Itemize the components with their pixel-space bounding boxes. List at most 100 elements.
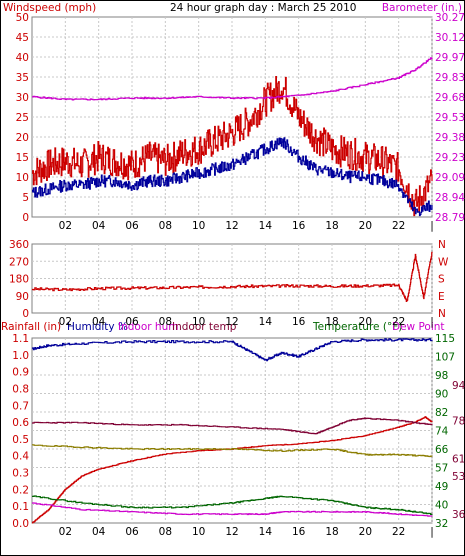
dir-y-tick: 0 [22, 308, 29, 320]
rain-y-tick: 1.1 [12, 333, 29, 345]
x-tick-label: 12 [225, 220, 238, 232]
legend-rainfall: Rainfall (in) [1, 321, 61, 333]
x-tick-label: 10 [192, 220, 205, 232]
x-tick-label: 02 [59, 316, 72, 328]
x-tick-label: 06 [125, 220, 139, 232]
series-wind-avg [32, 137, 433, 217]
legend-indoor-hum: Indoor hum [118, 321, 178, 333]
compass-tick: S [438, 274, 445, 286]
dir-y-tick: 270 [9, 256, 29, 268]
compass-tick: W [438, 256, 449, 268]
compass-tick: E [438, 291, 445, 303]
x-tick-label: 16 [292, 526, 306, 538]
baro-y-tick: 30.27 [435, 12, 465, 24]
rain-y-tick: 0.4 [12, 451, 29, 463]
dir-y-tick: 90 [16, 291, 29, 303]
wind-y-tick: 5 [22, 192, 29, 204]
legend-temperature: Temperature (°F) [312, 321, 402, 333]
x-tick-label: 04 [92, 316, 106, 328]
x-tick-label: | [430, 526, 434, 538]
baro-y-tick: 30.12 [435, 32, 465, 44]
x-tick-label: 22 [392, 526, 405, 538]
x-tick-label: 18 [325, 526, 338, 538]
rain-y-tick: 0.3 [12, 468, 29, 480]
rain-y-tick: 1.0 [12, 350, 29, 362]
x-tick-label: 20 [359, 316, 372, 328]
baro-y-tick: 29.97 [435, 52, 465, 64]
baro-y-tick: 29.09 [435, 172, 465, 184]
x-tick-label: 02 [59, 526, 72, 538]
series-temperature [32, 495, 433, 515]
rain-y-tick: 0.5 [12, 434, 29, 446]
temp-y-tick: 32 [435, 518, 448, 530]
dew-y-tick: 36 [452, 509, 465, 521]
x-tick-label: 08 [159, 526, 172, 538]
temp-y-tick: 98 [435, 370, 448, 382]
chart-title: 24 hour graph day : March 25 2010 [170, 2, 356, 14]
x-tick-label: | [430, 316, 434, 328]
x-tick-label: 20 [359, 526, 372, 538]
wind-y-tick: 40 [16, 52, 29, 64]
x-tick-label: 12 [225, 526, 238, 538]
series-wind-gust [32, 76, 433, 217]
series-indoor-hum [32, 444, 433, 458]
baro-y-tick: 29.83 [435, 72, 465, 84]
series-indoor-temp [32, 417, 433, 435]
x-tick-label: 02 [59, 220, 72, 232]
temp-y-tick: 115 [435, 333, 455, 345]
rain-y-tick: 0.1 [12, 501, 29, 513]
rain-y-tick: 0.6 [12, 417, 29, 429]
dew-y-tick: 61 [452, 453, 465, 465]
compass-tick: N [438, 239, 446, 251]
x-tick-label: 06 [125, 316, 139, 328]
x-tick-label: 12 [225, 316, 238, 328]
legend-humidity: Humidity % [67, 321, 128, 333]
x-tick-label: 16 [292, 220, 306, 232]
wind-y-tick: 35 [16, 72, 29, 84]
dew-y-tick: 94 [452, 380, 465, 392]
dir-y-tick: 360 [9, 239, 29, 251]
wind-y-tick: 45 [16, 32, 29, 44]
wind-y-tick: 20 [16, 132, 29, 144]
legend-indoor-temp: Indoor temp [172, 321, 237, 333]
x-tick-label: 20 [359, 220, 372, 232]
wind-y-tick: 30 [16, 92, 29, 104]
rain-y-tick: 0.9 [12, 367, 29, 379]
temp-y-tick: 57 [435, 463, 448, 475]
compass-tick: N [438, 308, 446, 320]
x-tick-label: 06 [125, 526, 139, 538]
x-tick-label: 22 [392, 316, 405, 328]
series-dew-point [32, 502, 433, 517]
temp-y-tick: 74 [435, 426, 449, 438]
temp-y-tick: 66 [435, 444, 449, 456]
rain-y-tick: 0.7 [12, 400, 29, 412]
baro-y-tick: 29.38 [435, 132, 465, 144]
series-wind-direction [32, 251, 433, 302]
dew-y-tick: 78 [452, 415, 465, 427]
baro-y-tick: 28.94 [435, 192, 465, 204]
x-tick-label: 08 [159, 220, 172, 232]
baro-y-tick: 28.79 [435, 212, 465, 224]
rain-y-tick: 0.2 [12, 484, 29, 496]
baro-y-tick: 29.23 [435, 152, 465, 164]
series-humidity [32, 338, 433, 362]
x-tick-label: 08 [159, 316, 172, 328]
x-tick-label: 16 [292, 316, 306, 328]
rain-y-tick: 0.8 [12, 383, 29, 395]
x-tick-label: 14 [259, 316, 273, 328]
x-tick-label: 10 [192, 316, 205, 328]
windspeed-axis-label: Windspeed (mph) [3, 2, 96, 14]
legend-dew-point: Dew Point [392, 321, 445, 333]
dew-y-tick: 53 [452, 471, 465, 483]
dir-y-tick: 180 [9, 274, 29, 286]
temp-y-tick: 82 [435, 407, 448, 419]
rain-y-tick: 0.0 [12, 518, 29, 530]
baro-y-tick: 29.53 [435, 112, 465, 124]
x-tick-label: 14 [259, 220, 273, 232]
barometer-axis-label: Barometer (in.) [382, 2, 462, 14]
wind-y-tick: 0 [22, 212, 29, 224]
x-tick-label: 18 [325, 220, 338, 232]
x-tick-label: 04 [92, 220, 106, 232]
wind-y-tick: 10 [16, 172, 29, 184]
